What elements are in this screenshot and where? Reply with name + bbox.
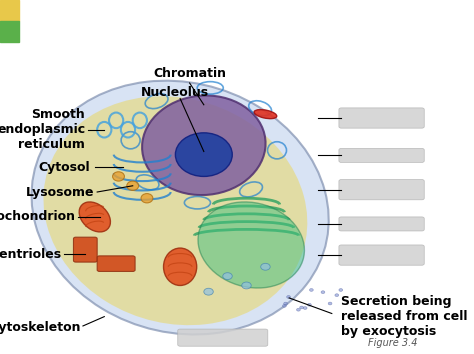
Ellipse shape: [127, 181, 138, 190]
FancyBboxPatch shape: [178, 329, 268, 346]
Ellipse shape: [300, 293, 303, 296]
Ellipse shape: [142, 96, 265, 195]
Text: Cytosol: Cytosol: [38, 161, 90, 173]
FancyBboxPatch shape: [339, 179, 424, 200]
Ellipse shape: [44, 96, 307, 325]
Text: cytoskeleton: cytoskeleton: [0, 321, 81, 334]
Text: Secretion being
released from cell
by exocytosis: Secretion being released from cell by ex…: [341, 295, 468, 338]
Ellipse shape: [288, 301, 292, 304]
Ellipse shape: [261, 263, 270, 270]
Ellipse shape: [79, 202, 110, 232]
Bar: [0, 21, 19, 42]
FancyBboxPatch shape: [339, 148, 424, 162]
Ellipse shape: [141, 194, 153, 203]
Ellipse shape: [204, 288, 213, 295]
Ellipse shape: [313, 299, 317, 302]
Ellipse shape: [321, 302, 325, 304]
Text: Mitochondrion: Mitochondrion: [0, 210, 76, 223]
FancyBboxPatch shape: [97, 256, 135, 272]
Ellipse shape: [294, 290, 298, 292]
Ellipse shape: [283, 293, 286, 296]
Ellipse shape: [313, 304, 317, 307]
Text: Centrioles: Centrioles: [0, 248, 62, 261]
Ellipse shape: [288, 299, 292, 302]
Text: Cytoplasmic Organelles: Cytoplasmic Organelles: [19, 7, 424, 36]
Ellipse shape: [296, 288, 300, 291]
Ellipse shape: [309, 292, 312, 295]
Ellipse shape: [198, 202, 304, 288]
FancyBboxPatch shape: [339, 108, 424, 128]
Text: Lysosome: Lysosome: [26, 185, 95, 199]
Ellipse shape: [242, 282, 251, 289]
FancyBboxPatch shape: [73, 237, 97, 262]
Ellipse shape: [223, 273, 232, 280]
Ellipse shape: [302, 309, 306, 312]
Ellipse shape: [113, 172, 124, 181]
Bar: [0, 0, 19, 21]
Ellipse shape: [32, 81, 328, 335]
Ellipse shape: [164, 248, 197, 285]
Ellipse shape: [175, 133, 232, 176]
Ellipse shape: [254, 110, 277, 119]
Text: Chromatin: Chromatin: [153, 67, 226, 80]
Text: Smooth
endoplasmic
reticulum: Smooth endoplasmic reticulum: [0, 108, 85, 151]
Ellipse shape: [343, 309, 346, 312]
Text: Figure 3.4: Figure 3.4: [368, 338, 417, 348]
FancyBboxPatch shape: [339, 245, 424, 265]
Text: Nucleolus: Nucleolus: [141, 86, 210, 98]
FancyBboxPatch shape: [339, 217, 424, 231]
